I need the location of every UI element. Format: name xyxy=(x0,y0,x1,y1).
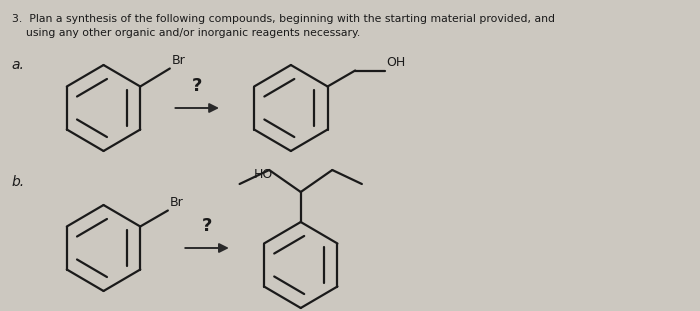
Text: ?: ? xyxy=(192,77,202,95)
Text: b.: b. xyxy=(12,175,25,189)
Text: 3.  Plan a synthesis of the following compounds, beginning with the starting mat: 3. Plan a synthesis of the following com… xyxy=(12,14,555,24)
Text: using any other organic and/or inorganic reagents necessary.: using any other organic and/or inorganic… xyxy=(12,28,360,38)
Text: ?: ? xyxy=(202,217,212,235)
Text: a.: a. xyxy=(12,58,24,72)
Text: Br: Br xyxy=(172,53,186,67)
Text: HO: HO xyxy=(254,168,273,180)
Text: OH: OH xyxy=(386,55,406,68)
Text: Br: Br xyxy=(170,196,183,208)
